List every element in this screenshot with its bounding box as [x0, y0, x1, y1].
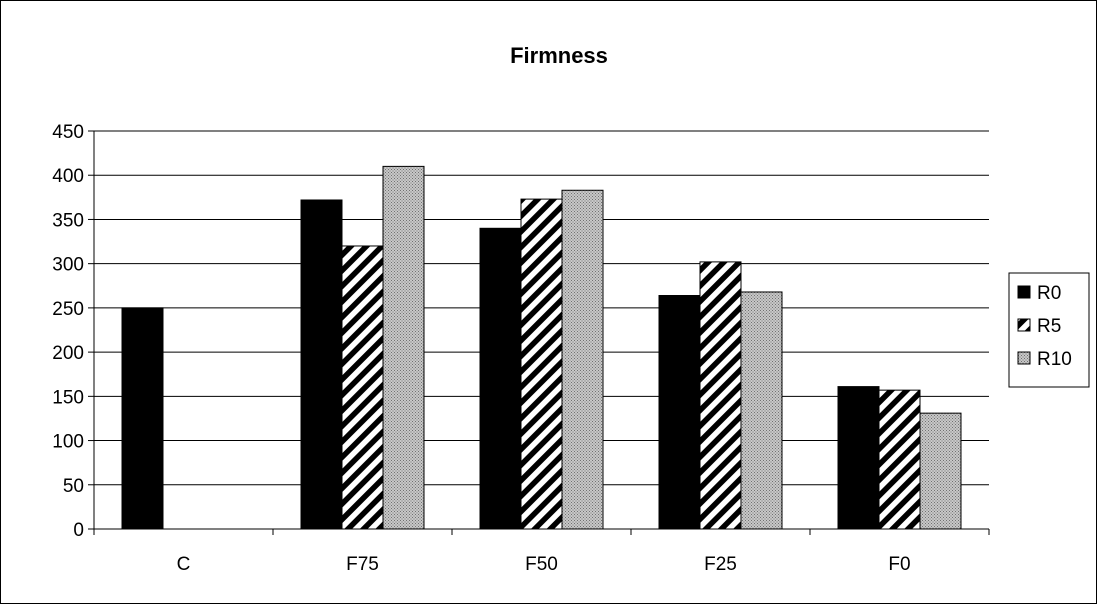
x-tick-label: C	[177, 554, 191, 575]
y-tick-label: 350	[52, 210, 84, 231]
y-tick-label: 0	[73, 520, 84, 541]
bar-r0-f25	[658, 295, 701, 530]
bar-r0-f50	[479, 227, 522, 530]
legend-swatch	[1017, 318, 1031, 332]
x-tick-label: F25	[704, 554, 737, 575]
chart-title: Firmness	[510, 43, 608, 68]
bar-r10-f75	[382, 165, 425, 530]
y-tick-label: 450	[52, 122, 84, 143]
bars	[121, 165, 962, 530]
y-tick-label: 150	[52, 387, 84, 408]
bar-r10-f25	[740, 291, 783, 530]
legend-swatch	[1017, 285, 1031, 299]
axes: 0 50 100 150 200 250 300 350 400 450 C F75 F50 F25 F0	[52, 122, 990, 575]
bar-r5-f25	[699, 261, 742, 530]
y-tick-label: 250	[52, 299, 84, 320]
bar-r10-f0	[919, 412, 962, 530]
y-tick-label: 400	[52, 166, 84, 187]
y-tick-label: 200	[52, 343, 84, 364]
legend-swatch	[1017, 351, 1031, 365]
bar-r0-c	[121, 307, 164, 530]
bar-r0-f0	[837, 386, 880, 530]
bar-r5-f50	[520, 198, 563, 530]
legend: R0 R5 R10	[1008, 272, 1090, 388]
y-tick-label: 50	[63, 476, 84, 497]
legend-label: R5	[1037, 316, 1061, 337]
x-tick-label: F50	[525, 554, 558, 575]
x-tick-label: F75	[346, 554, 379, 575]
bar-r5-f75	[341, 245, 384, 530]
legend-label: R0	[1037, 283, 1061, 304]
y-tick-label: 100	[52, 432, 84, 453]
y-tick-label: 300	[52, 255, 84, 276]
bar-r0-f75	[300, 199, 343, 530]
bar-r10-f50	[561, 189, 604, 530]
x-tick-label: F0	[888, 554, 910, 575]
legend-label: R10	[1037, 349, 1072, 370]
bar-r5-f0	[878, 389, 921, 530]
